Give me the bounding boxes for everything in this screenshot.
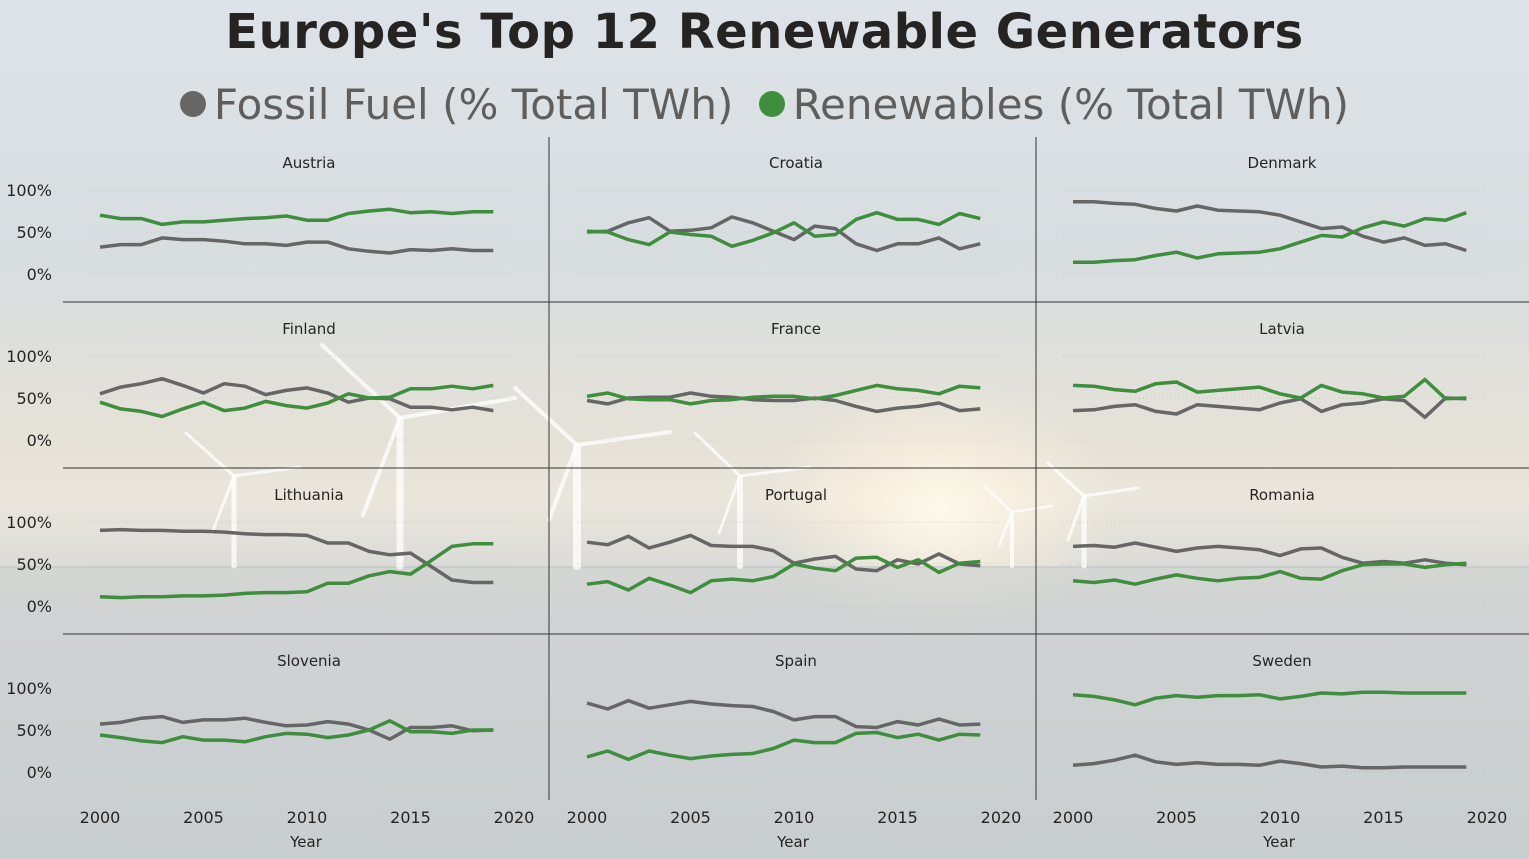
panel-france: France: [577, 320, 1001, 441]
series-line-renewables-total-twh-: [1073, 211, 1467, 264]
series-line-renewables-total-twh-: [586, 730, 981, 762]
panel-portugal: Portugal: [577, 486, 1001, 607]
series-line-renewables-total-twh-: [586, 555, 981, 595]
panel-title: Romania: [1249, 486, 1315, 504]
background-sea: [0, 568, 1529, 859]
series-line-renewables-total-twh-: [99, 383, 494, 419]
legend: Fossil Fuel (% Total TWh) Renewables (% …: [0, 80, 1529, 129]
y-tick-label: 0%: [27, 763, 52, 782]
legend-item-renewables[interactable]: Renewables (% Total TWh): [758, 80, 1350, 129]
x-tick-label: 2000: [80, 808, 121, 827]
series-line-renewables-total-twh-: [586, 210, 981, 249]
panel-title: Denmark: [1248, 154, 1317, 172]
panel-spain: Spain 2000 2005 2010 2015 2020 Year: [567, 652, 1022, 851]
series-line-fossil-fuel-total-twh-: [99, 376, 494, 413]
x-tick-label: 2010: [774, 808, 815, 827]
panel-title: Spain: [775, 652, 817, 670]
series-line-renewables-total-twh-: [586, 383, 981, 406]
x-tick-label: 2005: [1156, 808, 1197, 827]
panel-finland: Finland 100% 50% 0%: [6, 320, 514, 450]
panel-title: Sweden: [1252, 652, 1311, 670]
panel-title: Portugal: [765, 486, 827, 504]
series-line-fossil-fuel-total-twh-: [586, 698, 981, 730]
series-line-fossil-fuel-total-twh-: [99, 714, 494, 741]
y-tick-label: 100%: [6, 513, 52, 532]
panel-austria: Austria 100% 50% 0%: [6, 154, 514, 284]
x-tick-label: 2010: [287, 808, 328, 827]
panel-title: Slovenia: [277, 652, 341, 670]
x-axis-label: Year: [776, 833, 810, 851]
x-tick-label: 2005: [183, 808, 224, 827]
panel-romania: Romania: [1063, 486, 1487, 607]
series-line-renewables-total-twh-: [1072, 561, 1467, 586]
series-line-renewables-total-twh-: [99, 719, 494, 745]
x-tick-label: 2020: [494, 808, 535, 827]
x-tick-label: 2020: [1467, 808, 1508, 827]
series-line-fossil-fuel-total-twh-: [1073, 200, 1467, 253]
series-line-fossil-fuel-total-twh-: [1072, 396, 1467, 420]
y-tick-label: 100%: [6, 181, 52, 200]
panel-lithuania: Lithuania 100% 50% 0%: [6, 486, 514, 616]
legend-label-renewables: Renewables (% Total TWh): [792, 80, 1350, 129]
y-tick-label: 0%: [27, 597, 52, 616]
legend-dot-fossil-icon: [179, 90, 206, 117]
y-tick-label: 100%: [6, 679, 52, 698]
series-line-fossil-fuel-total-twh-: [586, 533, 981, 573]
panel-latvia: Latvia: [1063, 320, 1487, 441]
panel-title: Finland: [282, 320, 336, 338]
x-tick-label: 2015: [877, 808, 918, 827]
x-tick-label: 2020: [981, 808, 1022, 827]
chart-title: Europe's Top 12 Renewable Generators: [225, 4, 1304, 60]
series-line-renewables-total-twh-: [99, 207, 494, 227]
y-tick-label: 50%: [16, 389, 52, 408]
panel-title: Austria: [283, 154, 336, 172]
panel-title: France: [771, 320, 821, 338]
legend-dot-renewables-icon: [758, 90, 785, 117]
x-tick-label: 2015: [390, 808, 431, 827]
legend-label-fossil: Fossil Fuel (% Total TWh): [213, 80, 734, 129]
x-tick-label: 2010: [1260, 808, 1301, 827]
panel-denmark: Denmark: [1063, 154, 1487, 275]
series-line-fossil-fuel-total-twh-: [1072, 753, 1467, 770]
series-line-renewables-total-twh-: [99, 542, 494, 600]
panel-sweden: Sweden 2000 2005 2010 2015 2020 Year: [1053, 652, 1508, 851]
series-line-fossil-fuel-total-twh-: [586, 391, 981, 414]
x-tick-label: 2005: [670, 808, 711, 827]
x-tick-label: 2015: [1363, 808, 1404, 827]
y-tick-label: 50%: [16, 555, 52, 574]
y-tick-label: 50%: [16, 721, 52, 740]
y-tick-label: 0%: [27, 431, 52, 450]
background-horizon: [0, 566, 1529, 568]
series-line-fossil-fuel-total-twh-: [1072, 541, 1467, 567]
series-line-fossil-fuel-total-twh-: [586, 215, 981, 253]
legend-item-fossil[interactable]: Fossil Fuel (% Total TWh): [179, 80, 734, 129]
x-axis-label: Year: [289, 833, 323, 851]
y-tick-label: 50%: [16, 223, 52, 242]
x-tick-label: 2000: [567, 808, 608, 827]
panel-title: Croatia: [769, 154, 823, 172]
panel-title: Latvia: [1259, 320, 1305, 338]
series-line-fossil-fuel-total-twh-: [99, 527, 494, 585]
series-line-renewables-total-twh-: [1072, 690, 1467, 707]
series-line-fossil-fuel-total-twh-: [99, 236, 494, 255]
y-tick-label: 0%: [27, 265, 52, 284]
series-line-renewables-total-twh-: [1072, 377, 1467, 401]
panel-slovenia: Slovenia 100% 50% 0% 2000 2005 2010 2015 2020 Yea…: [6, 652, 534, 851]
panel-title: Lithuania: [274, 486, 343, 504]
x-axis-label: Year: [1262, 833, 1296, 851]
y-tick-label: 100%: [6, 347, 52, 366]
x-tick-label: 2000: [1053, 808, 1094, 827]
panel-croatia: Croatia: [577, 154, 1001, 275]
